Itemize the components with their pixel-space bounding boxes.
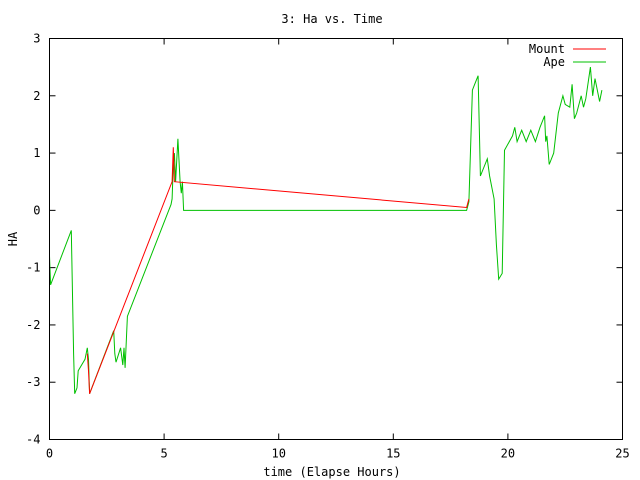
x-tick-label: 25 [615, 447, 629, 461]
x-tick-label: 0 [46, 447, 53, 461]
series-group [49, 67, 603, 394]
y-tick-label: 0 [33, 203, 40, 217]
y-tick-label: -4 [26, 433, 40, 447]
axes: 0 5 10 15 20 25 -4 -3 -2 -1 0 1 2 3 [26, 32, 630, 461]
y-tick-label: -1 [26, 261, 40, 275]
y-axis-label: HA [6, 231, 20, 246]
x-tick-label: 20 [501, 447, 515, 461]
legend-label-mount: Mount [529, 42, 565, 56]
series-line-mount [86, 147, 470, 394]
y-tick-label: 3 [33, 32, 40, 46]
y-tick-label: -2 [26, 318, 40, 332]
x-tick-label: 5 [160, 447, 167, 461]
y-tick-label: 2 [33, 89, 40, 103]
x-tick-label: 10 [271, 447, 285, 461]
y-tick-label: -3 [26, 375, 40, 389]
chart-title: 3: Ha vs. Time [281, 12, 382, 26]
y-tick-label: 1 [33, 146, 40, 160]
x-tick-label: 15 [386, 447, 400, 461]
series-line-ape [49, 67, 603, 394]
legend-label-ape: Ape [543, 55, 565, 69]
x-axis-label: time (Elapse Hours) [263, 465, 400, 479]
plot-frame [49, 38, 623, 440]
